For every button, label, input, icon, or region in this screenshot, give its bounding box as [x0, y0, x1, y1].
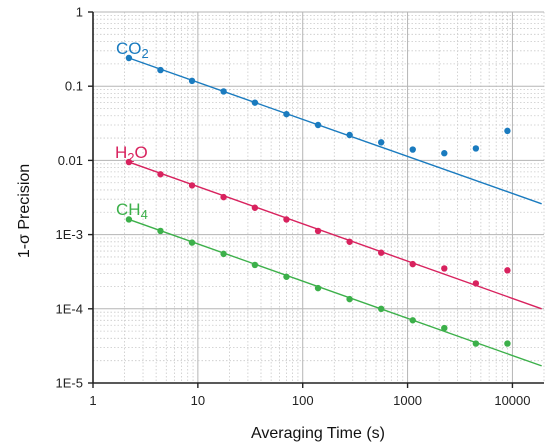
data-point-h2o — [377, 249, 385, 256]
data-point-h2o — [472, 280, 480, 287]
data-point-h2o — [251, 204, 259, 211]
data-point-h2o — [441, 265, 448, 272]
fit-line-ch4 — [128, 218, 542, 367]
data-point-ch4 — [157, 227, 164, 235]
tick-labels: 1 10 100 1000 10000 1E-5 1E-4 1E-3 0.01 0.1 1 — [56, 5, 531, 409]
data-point-co2 — [346, 131, 353, 139]
data-point-co2 — [188, 77, 196, 85]
data-point-h2o — [346, 238, 353, 245]
data-point-h2o — [314, 227, 322, 235]
data-point-co2 — [314, 121, 322, 129]
y-tick-label: 0.01 — [58, 153, 83, 168]
data-point-ch4 — [377, 305, 385, 312]
y-tick-label: 1E-4 — [56, 301, 83, 316]
data-point-h2o — [409, 260, 416, 268]
x-axis-title: Averaging Time (s) — [251, 425, 385, 442]
grid-lines — [92, 11, 545, 384]
data-point-ch4 — [251, 261, 259, 269]
y-tick-label: 1E-3 — [56, 227, 83, 242]
data-point-ch4 — [346, 295, 353, 303]
x-tick-label: 10 — [191, 393, 205, 408]
data-point-co2 — [251, 99, 259, 106]
data-point-ch4 — [220, 250, 227, 258]
series-label-co2: CO2 — [116, 39, 149, 61]
y-tick-label: 1E-5 — [56, 376, 83, 391]
data-point-co2 — [220, 88, 227, 95]
data-point-co2 — [472, 145, 480, 152]
data-point-co2 — [441, 150, 448, 157]
data-point-ch4 — [472, 340, 480, 347]
x-tick-label: 1000 — [393, 393, 422, 408]
data-point-ch4 — [314, 284, 322, 292]
x-tick-label: 10000 — [494, 393, 530, 408]
x-tick-label: 1 — [89, 393, 96, 408]
data-point-co2 — [125, 54, 133, 62]
data-point-co2 — [377, 139, 385, 146]
data-point-co2 — [409, 146, 416, 153]
data-point-ch4 — [441, 324, 448, 332]
data-point-h2o — [157, 171, 164, 178]
data-point-h2o — [283, 216, 290, 223]
data-point-ch4 — [125, 216, 133, 223]
data-point-ch4 — [504, 340, 511, 347]
series-label-h2o: H2O — [115, 143, 148, 165]
y-tick-label: 1 — [76, 5, 83, 20]
data-point-h2o — [220, 193, 227, 201]
fit-line-co2 — [128, 57, 542, 205]
data-point-ch4 — [188, 239, 196, 246]
data-points — [125, 54, 511, 347]
data-point-ch4 — [283, 273, 290, 280]
series-labels: CO2 H2O CH4 — [115, 39, 149, 222]
data-point-co2 — [157, 66, 164, 74]
data-point-co2 — [504, 127, 511, 135]
data-point-h2o — [504, 267, 511, 274]
data-point-ch4 — [409, 317, 416, 324]
axes — [88, 11, 544, 388]
y-axis-title: 1-σ Precision — [16, 164, 33, 258]
y-tick-label: 0.1 — [65, 79, 83, 94]
x-tick-label: 100 — [292, 393, 314, 408]
data-point-h2o — [125, 158, 133, 166]
data-point-co2 — [283, 110, 290, 118]
data-point-h2o — [188, 182, 196, 189]
series-label-ch4: CH4 — [116, 200, 148, 222]
